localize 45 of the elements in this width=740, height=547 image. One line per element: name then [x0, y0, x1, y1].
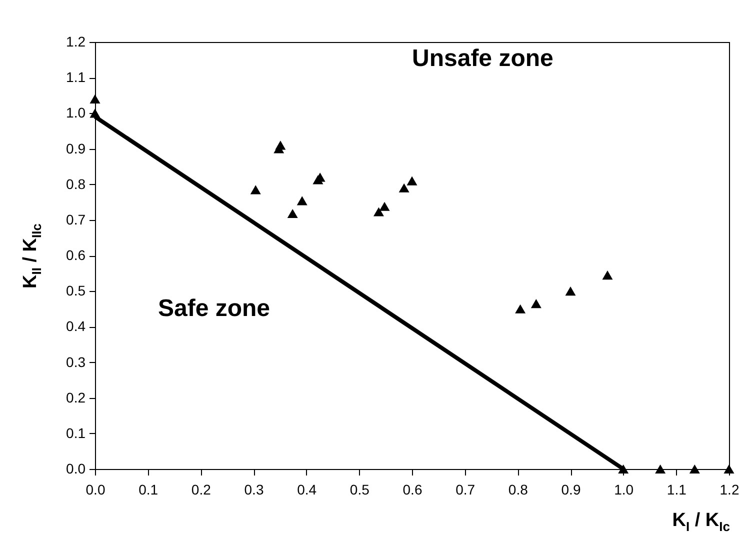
- x-tick-label: 1.2: [720, 482, 740, 498]
- x-tick-label: 0.9: [561, 482, 581, 498]
- x-tick-label: 1.1: [666, 482, 687, 498]
- point: [406, 176, 418, 186]
- y-tick-label: 0.1: [66, 424, 86, 441]
- y-tick-label: 1.1: [66, 69, 86, 86]
- y-tick-label: 0.4: [66, 318, 86, 334]
- y-tick-label: 0.0: [66, 460, 86, 476]
- y-tick-label: 1.2: [66, 34, 86, 50]
- y-tick-label: 0.2: [66, 389, 86, 406]
- point: [250, 185, 261, 194]
- point: [398, 183, 410, 192]
- y-tick-label: 0.3: [66, 354, 86, 370]
- point: [689, 464, 700, 474]
- point: [90, 94, 100, 104]
- x-tick-label: 0.2: [191, 482, 212, 498]
- point: [296, 196, 308, 206]
- point: [724, 464, 734, 474]
- x-tick-label: 0.6: [402, 482, 422, 498]
- annotation: Unsafe zone: [412, 45, 554, 73]
- point: [530, 298, 542, 308]
- annotation: Safe zone: [158, 295, 270, 323]
- point: [655, 464, 666, 474]
- x-tick-label: 0.0: [86, 482, 106, 498]
- y-tick-label: 0.9: [66, 140, 86, 156]
- point: [602, 270, 613, 280]
- x-axis-title: K$_{I}$ / K$_{Ic}$: [672, 510, 730, 534]
- y-tick-label: 0.6: [66, 247, 86, 263]
- y-tick-label: 0.8: [66, 176, 86, 192]
- x-tick-label: 0.5: [350, 482, 370, 498]
- point: [287, 208, 298, 218]
- x-tick-label: 0.3: [244, 482, 264, 498]
- point: [565, 286, 576, 296]
- y-tick-label: 1.0: [66, 104, 86, 121]
- point: [515, 304, 526, 314]
- y-tick-label: 0.5: [66, 282, 86, 299]
- x-tick-label: 1.0: [614, 482, 634, 498]
- x-tick-label: 0.4: [297, 482, 317, 498]
- x-tick-label: 0.8: [508, 482, 528, 498]
- point: [373, 207, 384, 216]
- point: [379, 202, 390, 211]
- point: [275, 140, 286, 150]
- x-tick-label: 0.1: [138, 482, 158, 498]
- x-tick-label: 0.7: [456, 482, 476, 498]
- y-tick-label: 0.7: [66, 211, 86, 228]
